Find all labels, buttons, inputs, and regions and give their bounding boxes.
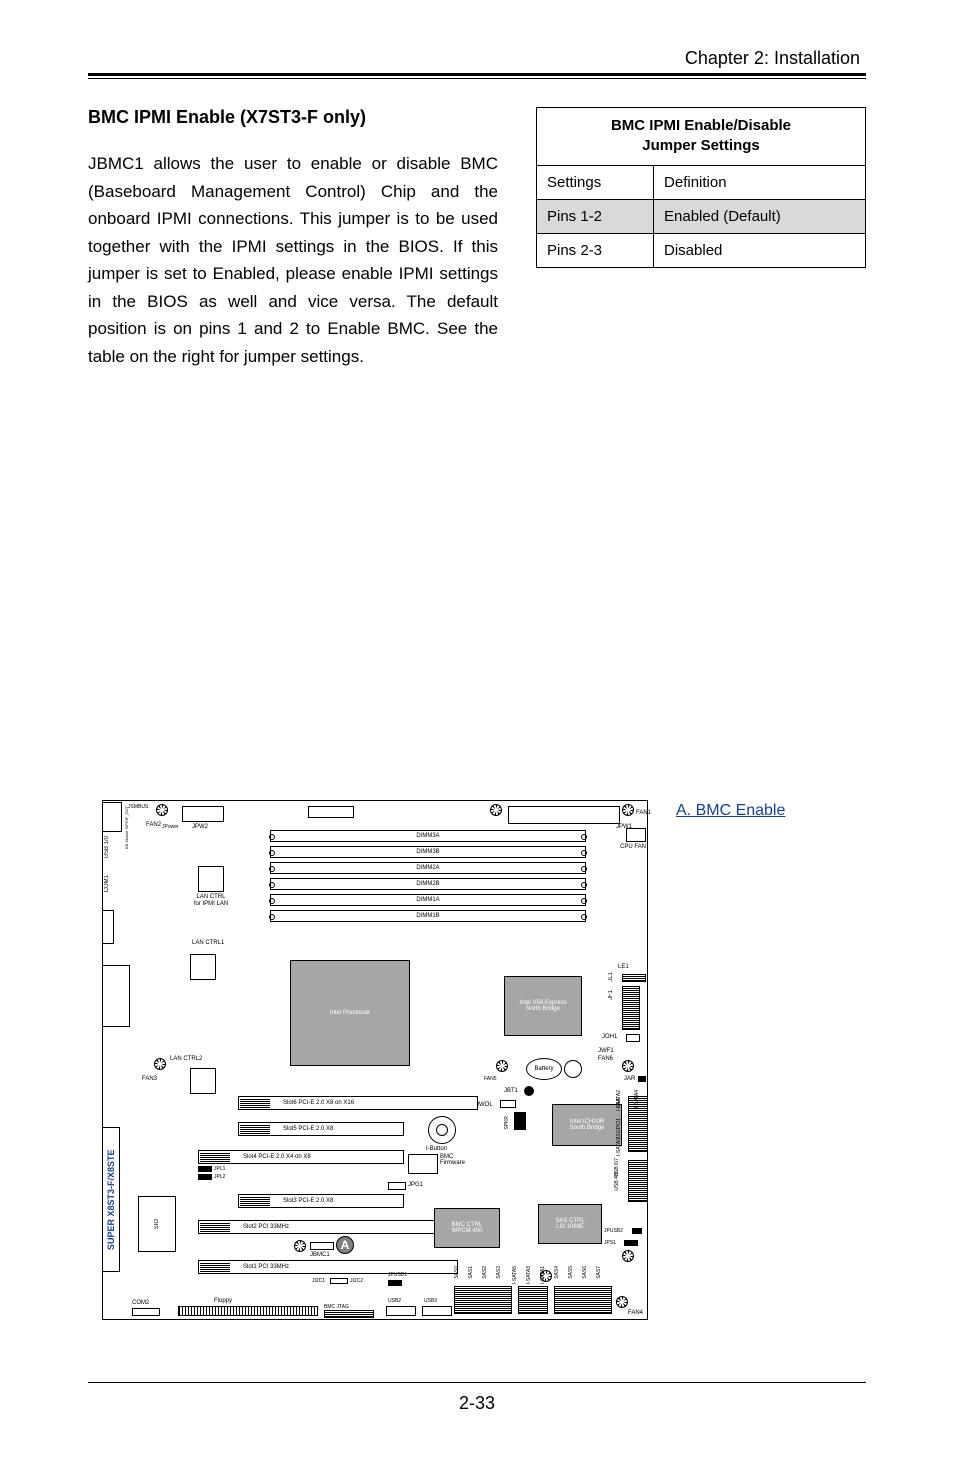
dimm-slot: DIMM1A xyxy=(270,894,586,906)
battery: Battery xyxy=(526,1058,562,1080)
lbl-lan-ctrl2: LAN CTRL2 xyxy=(170,1056,190,1062)
lbl-fan2: FAN2 xyxy=(146,822,161,828)
body-paragraph: JBMC1 allows the user to enable or disab… xyxy=(88,150,498,370)
lbl-jps1: JPS1 xyxy=(604,1240,616,1246)
lbl-fan1: FAN1 xyxy=(636,810,651,816)
chapter-header: Chapter 2: Installation xyxy=(88,48,866,69)
callout-a-marker: A xyxy=(336,1236,354,1254)
table-cell: Pins 1-2 xyxy=(537,199,654,233)
north-bridge: Intel X58-ExpressNorth Bridge xyxy=(504,976,582,1036)
table-cell: Disabled xyxy=(654,233,866,267)
dimm-slot: DIMM2A xyxy=(270,862,586,874)
lbl-fan6: FAN6 xyxy=(598,1056,613,1062)
legend-a-link[interactable]: A. BMC Enable xyxy=(676,802,785,820)
pci-slot: Slot2 PCI 33MHz xyxy=(198,1220,458,1234)
lbl-ibutton: I-Button xyxy=(426,1146,447,1152)
sas-ctrl: SAS CTRLLSI 1068E xyxy=(538,1204,602,1244)
lbl-usb3: USB3 xyxy=(424,1298,437,1304)
sio: SIO xyxy=(138,1196,176,1252)
table-cell: Pins 2-3 xyxy=(537,233,654,267)
lbl-jbmc1: JBMC1 xyxy=(310,1252,330,1258)
lbl-jpower: JPower xyxy=(162,824,179,830)
lbl-jwf1: JWF1 xyxy=(598,1048,614,1054)
table-title: BMC IPMI Enable/Disable Jumper Settings xyxy=(537,108,866,166)
lbl-jpusb2: JPUSB2 xyxy=(604,1228,623,1234)
lbl-joh1: JOH1 xyxy=(602,1034,617,1040)
page-number: 2-33 xyxy=(0,1393,954,1414)
pci-slot: Slot1 PCI 33MHz xyxy=(198,1260,458,1274)
lbl-isata2: I-SATA2 xyxy=(616,1090,622,1108)
lbl-sas1: SAS1 xyxy=(468,1266,474,1279)
table-title-line2: Jumper Settings xyxy=(642,137,760,154)
brand-strip: SUPER X8ST3-F/X8STE xyxy=(102,1127,120,1272)
lbl-jpl2: JPL2 xyxy=(214,1174,225,1180)
lbl-jwol: JWOL xyxy=(476,1102,493,1108)
dimm-slot: DIMM1B xyxy=(270,910,586,922)
lbl-sas4: SAS4 xyxy=(554,1266,560,1279)
lbl-sas7: SAS7 xyxy=(596,1266,602,1279)
lbl-spkr: SPKR xyxy=(504,1116,512,1130)
lbl-cpufan: CPU FAN xyxy=(620,844,646,850)
lbl-jl1: JL1 xyxy=(608,972,614,982)
lbl-jpg1: JPG1 xyxy=(408,1182,423,1188)
dimm-slot: DIMM3A xyxy=(270,830,586,842)
lbl-jsgpio1: JSGPIO1 xyxy=(616,1118,622,1139)
page-footer: 2-33 xyxy=(0,1382,954,1414)
lbl-sas5: SAS5 xyxy=(568,1266,574,1279)
header-rule xyxy=(88,73,866,79)
lbl-isata0: I-SATA0 xyxy=(616,1138,622,1156)
lbl-fan4: FAN4 xyxy=(628,1310,643,1316)
lbl-jsmbus: JSMBUS xyxy=(128,804,148,810)
lbl-jpw2: JPW2 xyxy=(192,824,208,830)
motherboard-diagram: FAN2 KB Mouse S/PDIF_OUT JSMBUS USB 1/0 … xyxy=(88,800,648,1320)
lbl-ji2c2: JI2C2 xyxy=(350,1278,363,1284)
lbl-floppy: Floppy xyxy=(214,1298,232,1304)
lbl-isata5: I-SATA5 xyxy=(512,1266,518,1284)
cpu: Intel Processor xyxy=(290,960,410,1066)
lbl-jpl1: JPL1 xyxy=(214,1166,225,1172)
table-cell: Enabled (Default) xyxy=(654,199,866,233)
south-bridge: Intel ICH10RSouth Bridge xyxy=(552,1104,622,1146)
lbl-le1: LE1 xyxy=(618,964,629,970)
lbl-isata3: I-SATA3 xyxy=(526,1266,532,1284)
lbl-com2: COM2 xyxy=(132,1300,149,1306)
jumper-settings-table: BMC IPMI Enable/Disable Jumper Settings … xyxy=(536,107,866,268)
lbl-fan5: FAN5 xyxy=(484,1076,497,1082)
lbl-jar: JAR xyxy=(624,1076,635,1082)
lbl-com1: COM1 xyxy=(104,875,112,892)
lbl-ji2c1: JI2C1 xyxy=(312,1278,325,1284)
lbl-sas0: SAS0 xyxy=(454,1266,460,1279)
lbl-usb2: USB2 xyxy=(388,1298,401,1304)
lbl-lan-ctrl: LAN CTRLfor IPMI LAN xyxy=(188,894,234,907)
table-col1-header: Settings xyxy=(537,165,654,199)
dimm-slot: DIMM3B xyxy=(270,846,586,858)
lbl-jf1: JF1 xyxy=(608,990,614,1000)
lbl-fan3: FAN3 xyxy=(142,1076,157,1082)
lbl-isata4: I-SATA4 xyxy=(634,1090,640,1108)
pcie-slot: Slot6 PCI-E 2.0 X8 on X16 xyxy=(238,1096,478,1110)
lbl-sas3: SAS3 xyxy=(496,1266,502,1279)
bmc-ctrl: BMC CTRLWPCM 450 xyxy=(434,1208,500,1248)
lbl-usb67: USB 6/7 xyxy=(614,1158,620,1177)
table-col2-header: Definition xyxy=(654,165,866,199)
lbl-bmcfw: BMCFirmware xyxy=(440,1154,465,1166)
section-title: BMC IPMI Enable (X7ST3-F only) xyxy=(88,107,498,128)
lbl-sas6: SAS6 xyxy=(582,1266,588,1279)
lbl-jbt1: JBT1 xyxy=(504,1088,518,1094)
lbl-usb10: USB 1/0 xyxy=(104,836,112,858)
lbl-jpusb1: JPUSB1 xyxy=(388,1272,407,1278)
table-title-line1: BMC IPMI Enable/Disable xyxy=(611,117,791,134)
lbl-lan-ctrl1: LAN CTRL1 xyxy=(192,940,212,946)
lbl-sas2: SAS2 xyxy=(482,1266,488,1279)
lbl-kbmouse: KB Mouse S/PDIF_OUT xyxy=(124,806,132,849)
dimm-slot: DIMM2B xyxy=(270,878,586,890)
